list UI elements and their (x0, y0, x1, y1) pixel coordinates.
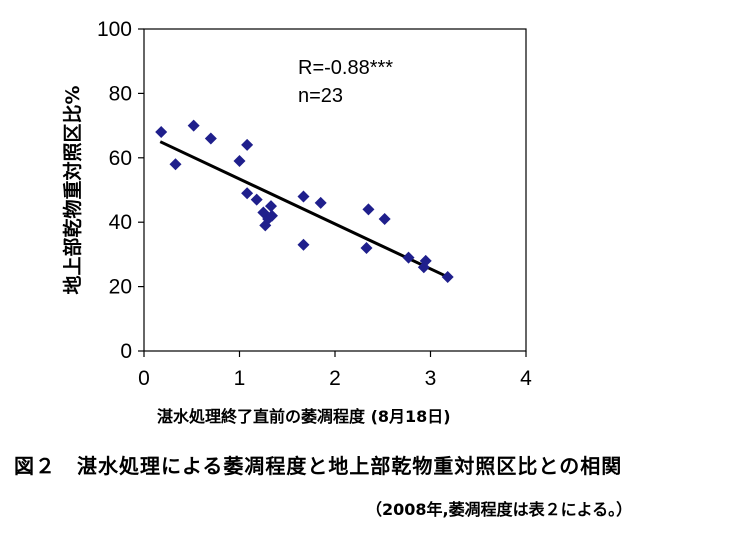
data-point (241, 187, 254, 200)
y-tick-label: 60 (109, 147, 132, 170)
y-tick-label: 0 (120, 340, 132, 363)
data-point (441, 270, 454, 283)
data-point (155, 126, 168, 139)
data-point (204, 132, 217, 145)
data-point (402, 251, 415, 264)
data-point (314, 196, 327, 209)
y-axis-label: 地上部乾物重対照区比% (61, 85, 84, 294)
y-tick-label: 80 (109, 82, 132, 105)
y-tick-label: 100 (97, 18, 132, 41)
plot-area (143, 28, 527, 352)
data-point (169, 158, 182, 171)
data-point (233, 155, 246, 168)
y-tick-label: 20 (109, 276, 132, 299)
annotation-n: n=23 (298, 85, 343, 107)
data-point (362, 203, 375, 216)
x-tick-label: 0 (138, 367, 150, 390)
y-axis: 0 20 40 60 80 100 (97, 18, 144, 363)
x-axis-label: 湛水処理終了直前の萎凋程度 (8月18日) (157, 407, 451, 426)
data-point (378, 212, 391, 225)
y-tick-label: 40 (109, 211, 132, 234)
x-tick-label: 1 (234, 367, 246, 390)
data-point (265, 209, 278, 222)
trend-line (159, 140, 449, 279)
data-point (360, 241, 373, 254)
x-tick-label: 4 (520, 367, 532, 390)
data-point (265, 200, 278, 213)
x-tick-label: 2 (329, 367, 341, 390)
x-axis: 0 1 2 3 4 (138, 351, 532, 390)
data-point (419, 254, 432, 267)
data-point (297, 190, 310, 203)
data-point (297, 238, 310, 251)
scatter-chart: 0 20 40 60 80 100 0 1 2 3 4 R=-0.88*** n=23 地上部乾物… (61, 18, 532, 426)
x-tick-label: 3 (425, 367, 437, 390)
annotation-r: R=-0.88*** (298, 57, 393, 79)
data-point (187, 119, 200, 132)
figure-caption: 図２ 湛水処理による萎凋程度と地上部乾物重対照区比との相関 (14, 454, 623, 478)
data-points (155, 119, 454, 283)
data-point (250, 193, 263, 206)
data-point (241, 138, 254, 151)
figure-note: （2008年,萎凋程度は表２による。） (366, 500, 633, 519)
